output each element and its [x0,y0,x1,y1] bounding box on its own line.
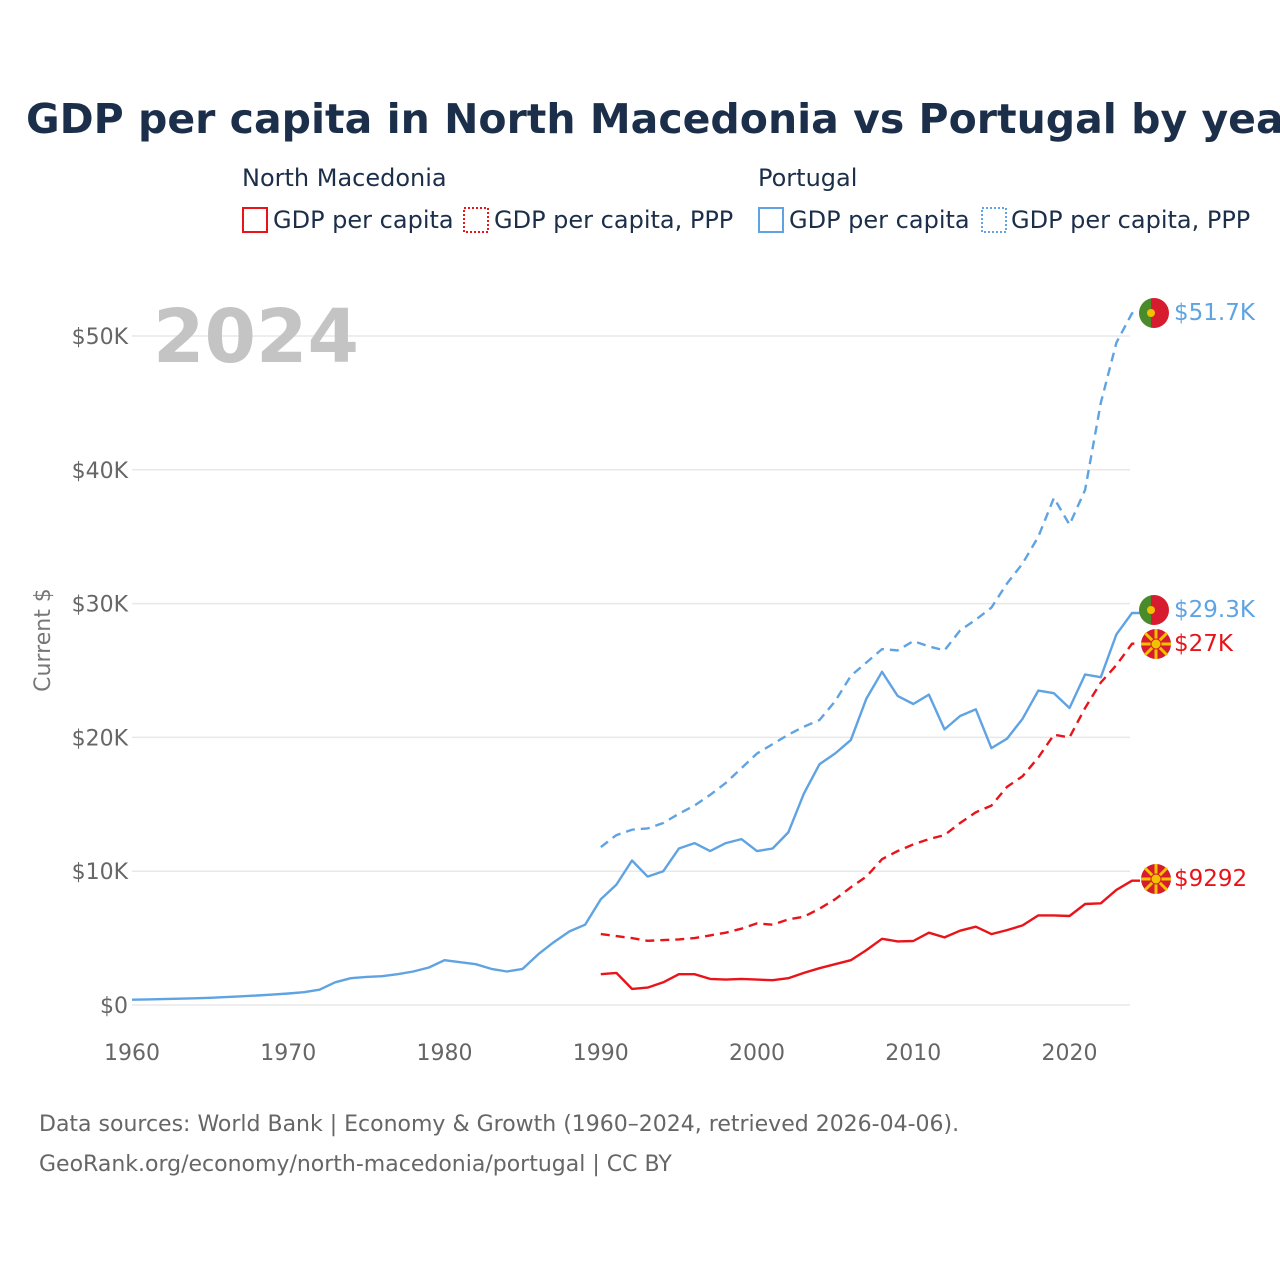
y-tick-label: $10K [72,860,129,885]
end-label-nm-gdp: $9292 [1174,866,1247,892]
y-axis-label: Current $ [31,588,56,692]
x-tick-label: 1970 [260,1041,316,1066]
end-label-nm-ppp: $27K [1174,631,1234,657]
legend-label-pt-ppp: GDP per capita, PPP [1011,206,1250,234]
x-tick-label: 1960 [104,1041,160,1066]
end-label-pt-ppp: $51.7K [1174,300,1256,326]
x-tick-label: 1980 [417,1041,473,1066]
legend-swatch-pt-ppp [981,207,1007,233]
legend-swatch-pt-gdp [758,207,784,233]
north-macedonia-flag-icon [1141,629,1171,659]
legend: North Macedonia GDP per capita GDP per c… [242,164,1250,234]
legend-swatch-nm-ppp [463,207,489,233]
source-line-2: GeoRank.org/economy/north-macedonia/port… [39,1152,672,1177]
north-macedonia-flag-icon [1141,864,1171,894]
chart-title: GDP per capita in North Macedonia vs Por… [26,95,1280,143]
legend-swatch-nm-gdp [242,207,268,233]
grid [132,335,1130,1006]
legend-label-pt-gdp: GDP per capita [789,206,970,234]
x-tick-label: 2000 [729,1041,785,1066]
series-line-3 [600,642,1140,942]
x-axis: 1960 1970 1980 1990 2000 2010 2020 [104,1041,1098,1066]
series-line-2 [600,879,1140,991]
y-tick-label: $50K [72,325,129,350]
series [131,312,1140,1001]
x-tick-label: 1990 [573,1041,629,1066]
y-tick-label: $0 [100,994,128,1019]
y-axis: $0 $10K $20K $30K $40K $50K [72,325,129,1019]
year-label: 2024 [153,294,359,380]
y-tick-label: $20K [72,726,129,751]
x-tick-label: 2020 [1042,1041,1098,1066]
portugal-flag-icon [1139,298,1169,328]
y-tick-label: $30K [72,593,129,618]
legend-group-north-macedonia: North Macedonia [242,164,447,192]
source-line-1: Data sources: World Bank | Economy & Gro… [39,1112,959,1137]
series-line-0 [131,611,1140,1001]
legend-label-nm-gdp: GDP per capita [273,206,454,234]
legend-label-nm-ppp: GDP per capita, PPP [494,206,733,234]
series-line-1 [600,312,1140,849]
end-label-pt-gdp: $29.3K [1174,597,1256,623]
legend-group-portugal: Portugal [758,164,857,192]
portugal-flag-icon [1139,595,1169,625]
y-tick-label: $40K [72,459,129,484]
x-tick-label: 2010 [885,1041,941,1066]
